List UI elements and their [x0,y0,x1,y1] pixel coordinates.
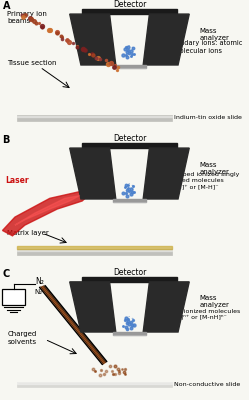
Text: B: B [2,135,10,145]
Text: A: A [2,1,10,11]
Text: Detector: Detector [113,268,146,276]
Text: N₂: N₂ [35,289,43,295]
Bar [17,246,172,249]
Text: Primary ion
beams: Primary ion beams [7,11,47,24]
Text: Mass
analyzer: Mass analyzer [199,162,229,175]
Polygon shape [143,148,189,199]
Text: +: + [131,46,134,50]
Bar [17,250,172,251]
Polygon shape [70,14,116,65]
Bar [113,332,146,335]
Bar [17,116,172,117]
Bar [17,382,172,387]
Text: C: C [2,269,10,279]
Text: Laser: Laser [5,176,29,185]
Text: Indium-tin oxide slide: Indium-tin oxide slide [174,116,242,120]
Bar [17,115,172,121]
Bar [113,199,146,202]
Text: Secondary ions: atomic
or molecular ions: Secondary ions: atomic or molecular ions [164,40,243,54]
Text: Detector: Detector [113,134,146,143]
Bar [82,277,177,282]
Text: ·: · [127,43,129,49]
Polygon shape [70,148,116,199]
Text: Detector: Detector [113,0,146,9]
Polygon shape [15,196,80,225]
Bar [17,382,172,384]
Polygon shape [70,282,116,332]
Text: Mass
analyzer: Mass analyzer [199,295,229,308]
Text: +: + [131,184,134,188]
Bar [113,65,146,68]
Text: Tissue section: Tissue section [7,60,57,66]
Text: Mass
analyzer: Mass analyzer [199,28,229,41]
Bar [82,9,177,14]
Text: V: V [10,292,17,302]
Text: Desorbed ionized singly
charged molecules
[M+H]⁺ or [M-H]⁻: Desorbed ionized singly charged molecule… [164,172,240,190]
Polygon shape [143,282,189,332]
Bar [82,143,177,148]
Bar [17,249,172,254]
Text: ESI-like ionized molecules
[M+nH]ⁿ⁺ or [M-nH]ⁿ⁻: ESI-like ionized molecules [M+nH]ⁿ⁺ or [… [159,309,241,320]
Text: Non-conductive slide: Non-conductive slide [174,382,241,387]
Text: Charged
solvents: Charged solvents [7,331,37,345]
Text: +: + [131,317,134,321]
Polygon shape [143,14,189,65]
Bar [2,289,25,305]
Text: ·: · [127,181,129,187]
Text: Matrix layer: Matrix layer [7,230,49,236]
Polygon shape [2,192,90,236]
Text: ·: · [127,314,129,320]
Text: N₂: N₂ [35,277,44,286]
